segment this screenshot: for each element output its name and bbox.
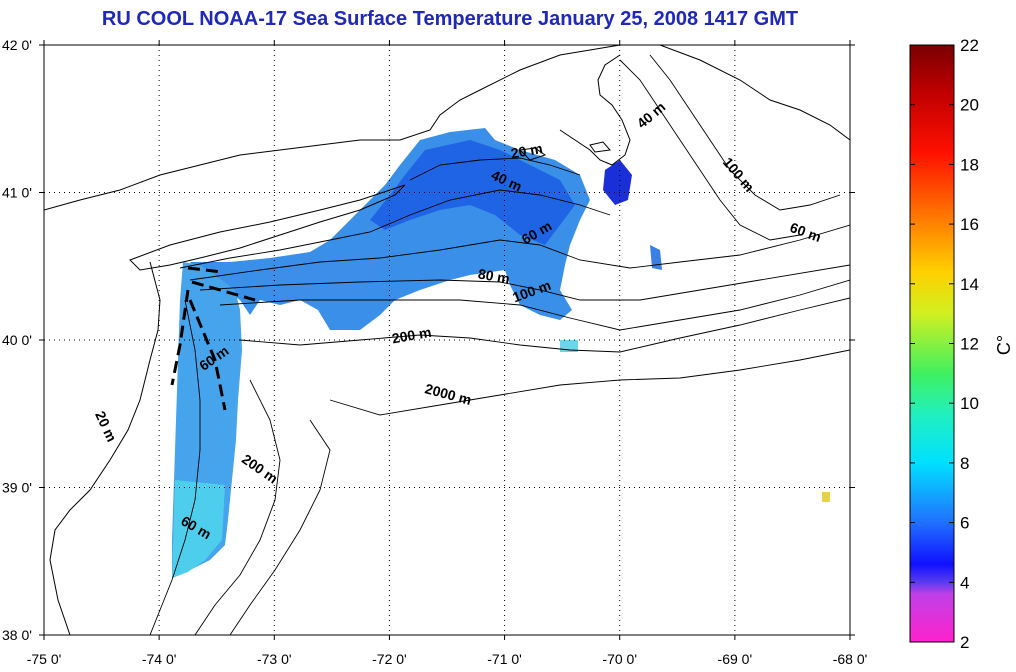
track-4 bbox=[188, 299, 227, 411]
x-tick-label: -72 0' bbox=[372, 651, 407, 667]
y-tick-label: 39 0' bbox=[2, 480, 32, 496]
sst-patch-warm bbox=[822, 492, 830, 502]
y-tick-label: 42 0' bbox=[2, 37, 32, 53]
colorbar-tick-label: 4 bbox=[960, 573, 969, 592]
contour-georges bbox=[619, 59, 801, 241]
colorbar-tick-label: 18 bbox=[960, 155, 979, 174]
sst-patch-nantucket bbox=[603, 160, 632, 205]
colorbar-tick-label: 10 bbox=[960, 394, 979, 413]
y-tick-label: 41 0' bbox=[2, 185, 32, 201]
map-axes: -75 0' -74 0' -73 0' -72 0' -71 0' -70 0' -69 … bbox=[2, 37, 867, 667]
contour-40m bbox=[179, 189, 611, 269]
sst-patch-east bbox=[650, 245, 662, 270]
x-tick-label: -69 0' bbox=[718, 651, 753, 667]
x-tick-label: -70 0' bbox=[602, 651, 637, 667]
colorbar-gradient bbox=[909, 44, 955, 643]
contour-80m bbox=[199, 264, 850, 301]
track-2 bbox=[191, 280, 256, 302]
sst-patch-long-island bbox=[260, 250, 380, 300]
sst-patch-nj-south bbox=[172, 480, 225, 578]
y-tick-label: 40 0' bbox=[2, 332, 32, 348]
contour-60m bbox=[189, 224, 850, 281]
bathymetry-layer bbox=[149, 54, 850, 635]
x-tick-label: -68 0' bbox=[833, 651, 868, 667]
colorbar-tick-label: 14 bbox=[960, 275, 979, 294]
colorbar-tick-label: 16 bbox=[960, 215, 979, 234]
map-title: RU COOL NOAA-17 Sea Surface Temperature … bbox=[101, 8, 799, 30]
colorbar-tick-label: 6 bbox=[960, 514, 969, 533]
x-tick-label: -73 0' bbox=[257, 651, 292, 667]
colorbar-tick-label: 2 bbox=[960, 633, 969, 652]
contour-nj-shelf bbox=[149, 299, 201, 635]
contour-200m-south bbox=[194, 379, 281, 635]
coastline-nj bbox=[49, 261, 161, 635]
x-tick-label: -74 0' bbox=[142, 651, 177, 667]
colorbar-ticks: 22 20 18 16 14 12 10 8 6 4 2 bbox=[910, 36, 979, 652]
grid-lines bbox=[44, 45, 850, 635]
x-tick-label: -75 0' bbox=[27, 651, 62, 667]
track-1 bbox=[187, 266, 223, 274]
sst-data-layer bbox=[172, 128, 830, 578]
coastline-ct-li bbox=[44, 45, 621, 211]
sst-patch-deep bbox=[370, 140, 575, 245]
depth-label: 20 m bbox=[510, 140, 544, 161]
coastline-islands bbox=[518, 141, 611, 161]
coastline-cape-cod bbox=[559, 54, 631, 166]
x-tick-label: -71 0' bbox=[487, 651, 522, 667]
coastline-long-island bbox=[129, 184, 406, 271]
track-3 bbox=[170, 289, 190, 386]
coastline-layer bbox=[44, 45, 850, 635]
contour-georges-2 bbox=[649, 54, 841, 211]
depth-label: 200 m bbox=[391, 324, 433, 347]
colorbar-tick-label: 20 bbox=[960, 96, 979, 115]
coastline-maine bbox=[659, 45, 850, 141]
contour-200m-shelf bbox=[239, 297, 850, 353]
colorbar-tick-label: 12 bbox=[960, 335, 979, 354]
contour-20m-north bbox=[409, 157, 581, 181]
colorbar-unit: C° bbox=[994, 335, 1014, 355]
contour-slope bbox=[229, 419, 331, 635]
colorbar-tick-label: 8 bbox=[960, 454, 969, 473]
contour-100m bbox=[219, 279, 850, 331]
depth-label: 80 m bbox=[477, 265, 511, 286]
track-layer bbox=[170, 266, 256, 411]
y-tick-label: 38 0' bbox=[2, 627, 32, 643]
contour-2000m bbox=[329, 349, 850, 416]
colorbar-tick-label: 22 bbox=[960, 36, 979, 55]
